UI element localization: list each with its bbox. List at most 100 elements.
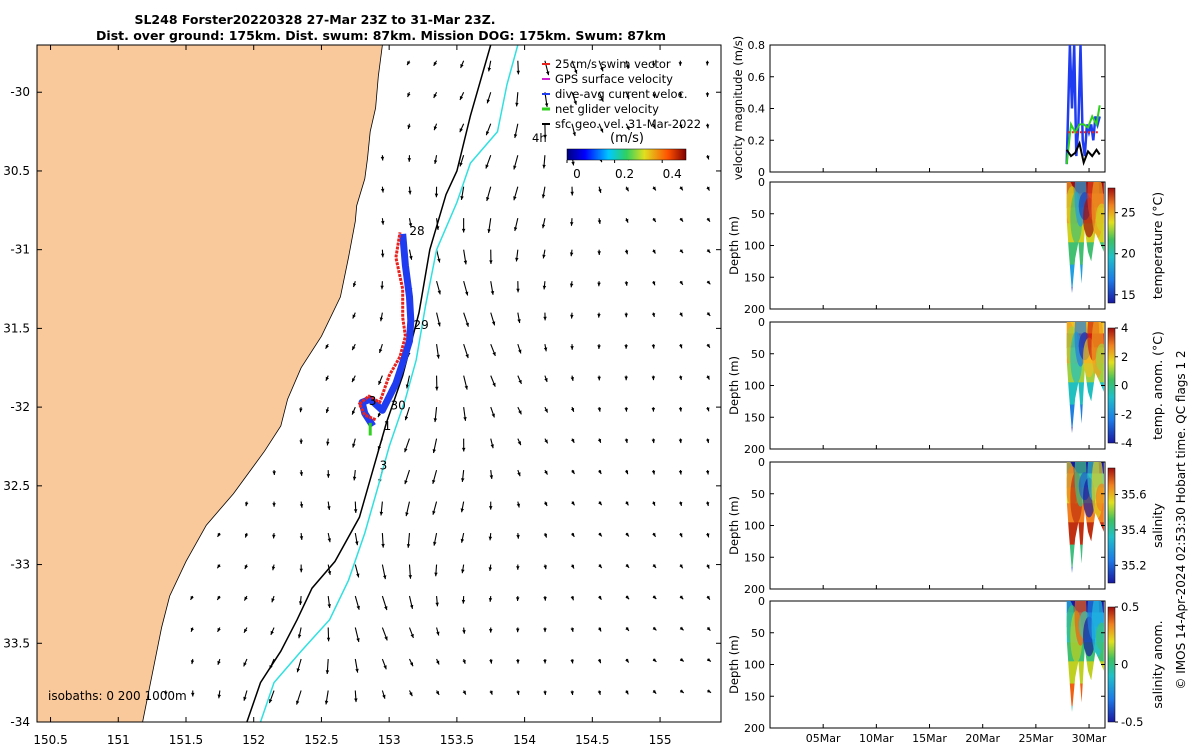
legend-gps: GPS surface velocity: [555, 72, 673, 86]
geo-vector-head: [543, 316, 547, 321]
velocity-y-tick-label: 0.8: [748, 39, 766, 52]
geo-vector-head: [570, 628, 574, 632]
map-frame: [36, 44, 722, 723]
geo-vector-head: [432, 479, 436, 484]
geo-vector-head: [598, 595, 602, 600]
geo-vector-head: [404, 480, 408, 485]
section-colorbar-tick-label: 35.2: [1121, 558, 1147, 572]
geo-vector-head: [516, 628, 520, 633]
geo-vector-head: [270, 630, 274, 635]
geo-vector-head: [408, 223, 413, 227]
geo-vector-head: [707, 689, 711, 693]
map-x-tick-label: 151.5: [169, 733, 203, 747]
geo-vector-head: [433, 93, 437, 98]
geo-vector-head: [679, 595, 684, 600]
section-colorbar-label: salinity: [1150, 502, 1165, 547]
geo-vector-head: [543, 691, 547, 695]
geo-velocity-vectors: [164, 60, 712, 705]
geo-vector-head: [296, 668, 300, 673]
day-label: 28: [409, 224, 424, 238]
geo-vector-head: [597, 313, 601, 318]
geo-vector-head: [679, 657, 684, 662]
geo-vector-head: [352, 410, 356, 415]
geo-vector-head: [597, 407, 601, 412]
geo-vector-head: [705, 502, 710, 506]
geo-vector-head: [462, 630, 466, 634]
geo-vector-head: [543, 134, 547, 139]
geo-vector-head: [380, 188, 385, 193]
velocity-series: [1065, 44, 1101, 166]
geo-vector-head: [570, 314, 574, 319]
geo-vector-head: [625, 690, 629, 695]
section-colorbar-tick-label: 35.6: [1121, 488, 1147, 502]
geo-vector-head: [598, 564, 602, 568]
geo-vector-head: [517, 472, 521, 477]
geo-vector-head: [377, 413, 382, 418]
geo-vector-head: [597, 690, 601, 695]
section-colorbar-label: temperature (°C): [1150, 192, 1165, 299]
geo-vector-head: [679, 689, 684, 693]
day-label: 3: [369, 394, 377, 408]
geo-vector-head: [706, 249, 711, 253]
section-colorbar: [1107, 467, 1116, 584]
geo-vector-head: [625, 65, 629, 69]
geo-vector-head: [433, 541, 437, 546]
geo-vector-head: [465, 322, 469, 327]
geo-vector-head: [407, 93, 411, 98]
geo-vector-head: [380, 156, 385, 161]
geo-vector-head: [544, 470, 548, 475]
geo-vector-head: [436, 631, 440, 636]
date-tick-label: 10Mar: [859, 732, 894, 745]
section-colorbar-tick-label: 0.5: [1121, 600, 1139, 614]
geo-vector-head: [570, 659, 574, 664]
speed-colorbar-tick-label: 0: [573, 167, 581, 181]
geo-vector-head: [679, 280, 683, 285]
geo-vector-head: [541, 224, 546, 229]
geo-vector-head: [409, 662, 413, 667]
geo-vector-head: [352, 346, 356, 351]
geo-vector-head: [489, 506, 493, 510]
geo-vector-head: [326, 637, 331, 642]
section-blob: [1095, 483, 1104, 512]
geo-vector-head: [297, 634, 302, 639]
section-frame: [769, 461, 1106, 590]
geo-vector-head: [406, 544, 411, 548]
geo-vector-head: [326, 474, 331, 478]
section-colorbar-tick-label: -2: [1121, 407, 1132, 421]
geo-vector-head: [624, 470, 629, 475]
geo-vector-head: [597, 627, 602, 632]
geo-vector-head: [570, 596, 574, 601]
geo-vector-head: [326, 441, 330, 446]
day-label: 3: [380, 458, 388, 472]
geo-vector-head: [625, 501, 629, 506]
geo-vector-head: [597, 345, 601, 349]
title-line-2: Dist. over ground: 175km. Dist. swum: 87…: [96, 28, 666, 43]
geo-vector-head: [434, 193, 439, 198]
geo-vector-head: [465, 291, 469, 296]
speed-colorbar-ticks: 0 0.2 0.4: [566, 160, 682, 181]
geo-vector-head: [404, 448, 408, 453]
speed-colorbar-tick-label: 0.2: [615, 167, 634, 181]
geo-vector-head: [352, 314, 356, 319]
geo-vector-head: [652, 94, 656, 98]
velocity-ylabel: velocity magnitude (m/s): [731, 36, 745, 181]
geo-vector-head: [569, 283, 574, 288]
geo-vector-head: [435, 602, 439, 607]
geo-vector-head: [405, 384, 410, 389]
depth-tick-label: 200: [744, 303, 765, 316]
section-temperature: 0 50 100 150 200 Depth (m) 15 20 25 temperature (…: [727, 176, 1165, 316]
geo-vector-head: [243, 662, 247, 667]
geo-vector-head: [706, 186, 710, 191]
geo-vector-head: [518, 379, 522, 384]
section-blob: [1095, 622, 1104, 651]
geo-vector-head: [541, 194, 546, 199]
geo-vector-head: [408, 190, 412, 195]
section-colorbar-label: temp. anom. (°C): [1150, 331, 1165, 440]
geo-vector-head: [706, 217, 710, 222]
geo-vector-head: [600, 97, 604, 102]
geo-vector-head: [462, 447, 466, 452]
geo-vector-head: [327, 571, 332, 575]
geo-vector-head: [651, 439, 656, 444]
geo-vector-head: [384, 606, 388, 611]
